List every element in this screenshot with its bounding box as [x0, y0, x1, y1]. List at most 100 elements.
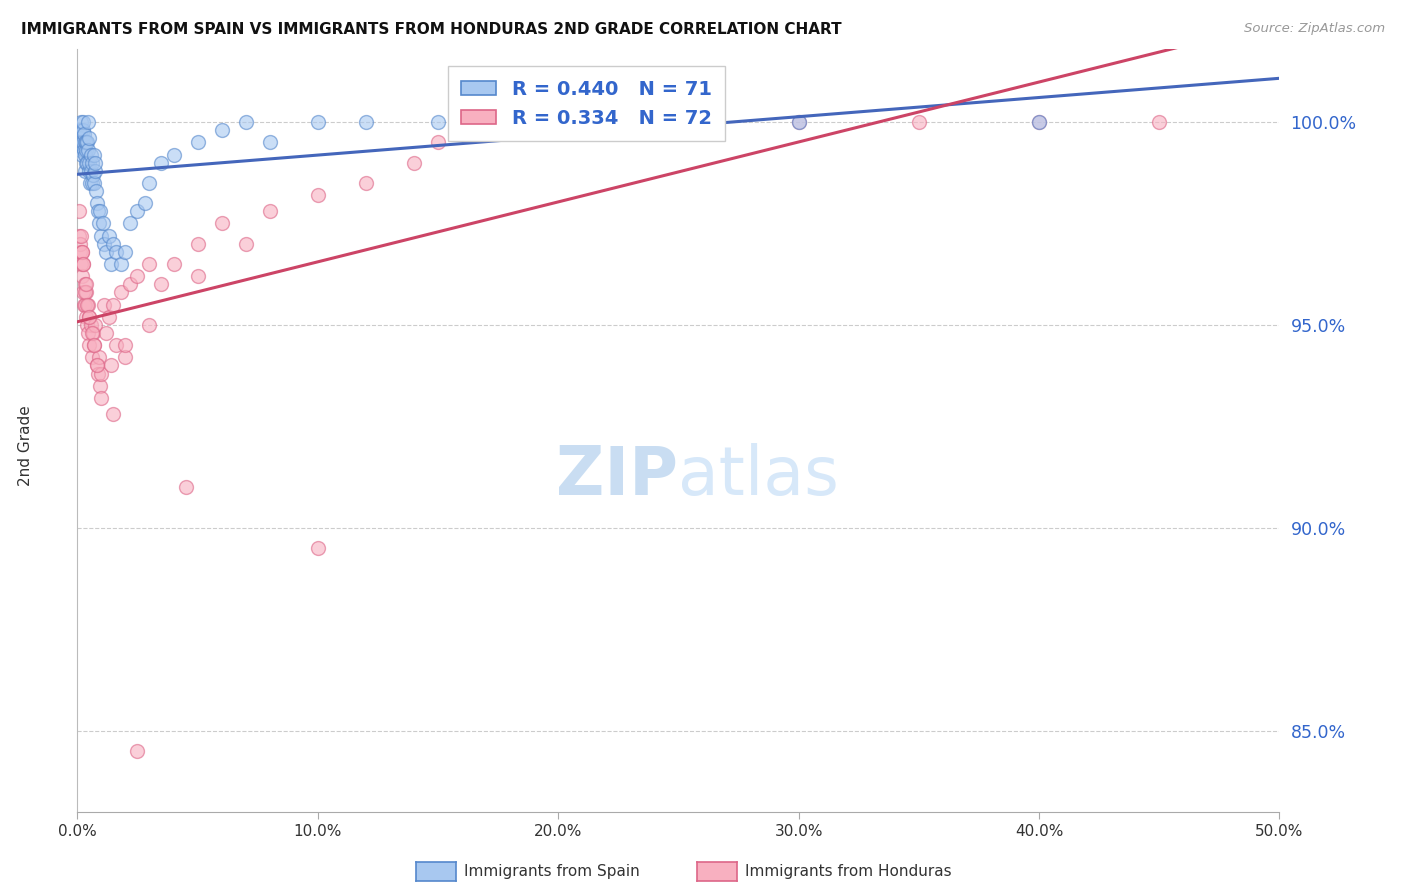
Point: [86, 359, 108, 373]
Point: [787, 115, 810, 129]
Point: [79, 155, 101, 169]
Point: [75, 136, 97, 150]
Point: [104, 338, 127, 352]
Point: [134, 196, 156, 211]
Point: [73, 144, 96, 158]
Point: [186, 136, 209, 150]
Point: [307, 115, 329, 129]
Point: [83, 147, 105, 161]
Point: [76, 318, 98, 332]
Point: [72, 123, 94, 137]
Point: [79, 310, 101, 324]
Text: Source: ZipAtlas.com: Source: ZipAtlas.com: [1244, 22, 1385, 36]
Point: [259, 136, 281, 150]
Point: [89, 204, 111, 219]
Point: [110, 257, 132, 271]
Point: [114, 338, 136, 352]
Point: [83, 163, 105, 178]
Point: [69, 131, 91, 145]
Point: [162, 147, 184, 161]
Point: [86, 196, 108, 211]
Point: [908, 115, 931, 129]
Point: [138, 257, 160, 271]
Point: [127, 269, 149, 284]
Point: [79, 318, 101, 332]
Point: [87, 351, 110, 365]
Point: [75, 285, 97, 300]
Point: [120, 277, 142, 292]
Point: [79, 163, 101, 178]
Point: [138, 176, 160, 190]
Point: [127, 744, 149, 758]
Text: Immigrants from Spain: Immigrants from Spain: [464, 864, 640, 879]
Point: [93, 298, 115, 312]
Point: [79, 338, 101, 352]
Point: [70, 123, 93, 137]
Point: [76, 298, 98, 312]
Point: [76, 115, 98, 129]
Point: [211, 217, 233, 231]
Point: [72, 257, 94, 271]
Point: [402, 155, 425, 169]
Point: [186, 269, 209, 284]
Point: [76, 155, 98, 169]
Point: [72, 136, 94, 150]
Point: [259, 204, 281, 219]
Point: [80, 351, 103, 365]
Point: [70, 269, 93, 284]
Point: [76, 298, 98, 312]
Point: [127, 204, 149, 219]
Point: [235, 236, 257, 251]
Point: [75, 310, 97, 324]
Point: [77, 326, 100, 340]
Point: [96, 326, 118, 340]
Point: [82, 155, 104, 169]
Point: [668, 115, 690, 129]
Point: [80, 326, 103, 340]
Point: [83, 338, 105, 352]
Point: [1028, 115, 1050, 129]
Point: [73, 285, 96, 300]
Point: [73, 277, 96, 292]
Point: [1028, 115, 1050, 129]
Point: [89, 378, 111, 392]
Point: [80, 176, 103, 190]
Point: [70, 115, 93, 129]
Text: Immigrants from Honduras: Immigrants from Honduras: [745, 864, 952, 879]
Point: [75, 277, 97, 292]
Point: [354, 115, 377, 129]
Point: [69, 144, 91, 158]
Point: [211, 123, 233, 137]
Point: [90, 228, 112, 243]
Point: [75, 298, 97, 312]
Point: [72, 115, 94, 129]
Point: [83, 338, 105, 352]
Point: [103, 236, 125, 251]
Point: [73, 298, 96, 312]
Point: [87, 204, 110, 219]
Point: [75, 155, 97, 169]
Point: [499, 115, 522, 129]
Point: [77, 131, 100, 145]
Point: [73, 147, 96, 161]
Point: [150, 277, 173, 292]
Point: [110, 285, 132, 300]
Point: [150, 155, 173, 169]
Point: [83, 176, 105, 190]
Point: [69, 236, 91, 251]
Point: [87, 367, 110, 381]
Point: [427, 115, 450, 129]
Point: [84, 155, 107, 169]
Point: [73, 136, 96, 150]
Point: [70, 257, 93, 271]
Text: 2nd Grade: 2nd Grade: [18, 406, 32, 486]
Point: [79, 176, 101, 190]
Point: [307, 541, 329, 555]
Point: [84, 318, 107, 332]
Point: [75, 163, 97, 178]
Point: [104, 244, 127, 259]
Text: ZIP: ZIP: [557, 443, 679, 509]
Point: [186, 236, 209, 251]
Point: [114, 244, 136, 259]
Point: [97, 310, 120, 324]
